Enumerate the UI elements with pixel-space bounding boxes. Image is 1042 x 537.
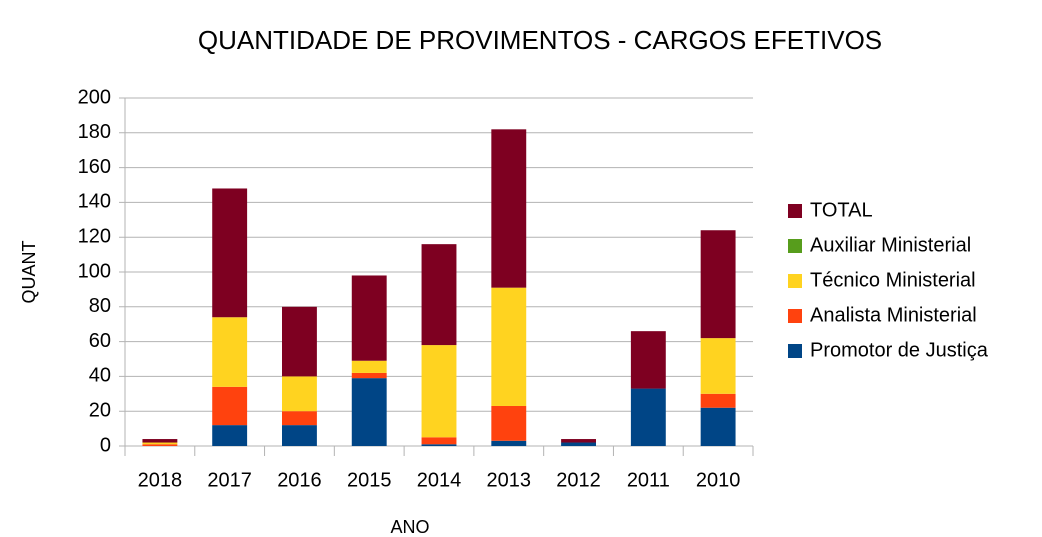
bar-segment [700, 230, 736, 339]
y-tick-label: 60 [89, 330, 111, 352]
x-tick-label: 2018 [138, 469, 183, 491]
legend-label: Auxiliar Ministerial [810, 234, 971, 256]
chart-title: QUANTIDADE DE PROVIMENTOS - CARGOS EFETI… [198, 25, 882, 55]
bar-segment [421, 345, 457, 438]
bar-segment [282, 425, 317, 446]
bar-segment [212, 386, 248, 426]
x-axis-label: ANO [390, 517, 429, 537]
y-tick-label: 100 [78, 260, 111, 282]
bar-segment [282, 376, 317, 412]
bar-segment [351, 275, 387, 361]
x-tick-label: 2017 [207, 469, 252, 491]
bar-segment [700, 338, 736, 394]
bar-segment [351, 372, 387, 379]
y-tick-label: 180 [78, 121, 111, 143]
bar-segment [142, 442, 178, 445]
bar-segment [142, 439, 178, 443]
bar-segment [630, 331, 666, 389]
y-tick-label: 40 [89, 365, 111, 387]
bar-segment [421, 437, 457, 445]
legend-swatch [788, 274, 802, 288]
y-tick-label: 200 [78, 86, 111, 108]
x-tick-label: 2014 [417, 469, 462, 491]
legend-label: Técnico Ministerial [810, 269, 976, 291]
legend-swatch [788, 309, 802, 323]
y-tick-label: 140 [78, 191, 111, 213]
bar-segment [700, 407, 736, 446]
bar-segment [700, 393, 736, 408]
legend-label: Promotor de Justiça [810, 339, 989, 361]
x-tick-label: 2016 [277, 469, 322, 491]
bar-segment [491, 129, 527, 288]
y-tick-label: 120 [78, 225, 111, 247]
x-tick-label: 2013 [487, 469, 532, 491]
bar-segment [142, 444, 178, 446]
bar-segment [212, 188, 248, 318]
bar-segment [351, 378, 387, 446]
y-tick-label: 80 [89, 295, 111, 317]
bar-segment [561, 442, 596, 446]
legend-label: TOTAL [810, 199, 873, 221]
legend-swatch [788, 204, 802, 218]
bar-segment [212, 425, 248, 446]
bar-segment [630, 388, 666, 446]
bar-segment [491, 287, 527, 406]
bar-segment [421, 244, 457, 346]
y-axis-label: QUANT [19, 240, 39, 303]
legend-label: Analista Ministerial [810, 304, 977, 326]
bar-segment [491, 440, 527, 446]
y-tick-label: 160 [78, 156, 111, 178]
y-tick-label: 0 [100, 434, 111, 456]
x-tick-label: 2010 [696, 469, 741, 491]
bar-segment [351, 360, 387, 373]
bar-segment [282, 306, 317, 377]
bar-segment [282, 411, 317, 426]
bar-segment [212, 317, 248, 387]
y-tick-label: 20 [89, 399, 111, 421]
legend-swatch [788, 239, 802, 253]
x-tick-label: 2012 [556, 469, 601, 491]
bar-segment [491, 405, 527, 441]
x-tick-label: 2011 [627, 469, 670, 491]
bar-segment [421, 444, 457, 446]
x-tick-label: 2015 [347, 469, 392, 491]
bar-segment [561, 439, 596, 443]
legend-swatch [788, 344, 802, 358]
